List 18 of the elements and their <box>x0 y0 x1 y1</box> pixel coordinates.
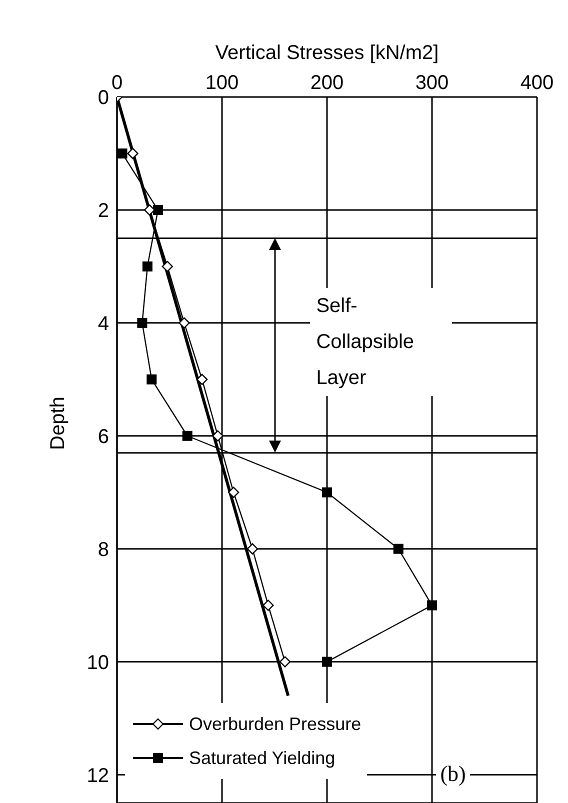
y-axis-title: Depth <box>47 396 70 450</box>
y-tick-label: 2 <box>98 200 109 222</box>
y-tick-label: 10 <box>86 652 109 674</box>
x-tick-label: 300 <box>415 72 449 94</box>
annotation: Self-Collapsible Layer <box>310 288 452 396</box>
x-tick-label: 200 <box>310 72 344 94</box>
legend-label: Overburden Pressure <box>189 714 362 734</box>
y-tick-label: 4 <box>98 313 109 336</box>
x-axis-title: Vertical Stresses [kN/m2] <box>215 42 439 64</box>
y-tick-label: 0 <box>98 87 109 110</box>
annotation: (b) <box>436 761 470 787</box>
y-tick-label: 8 <box>98 538 109 561</box>
legend-label: Saturated Yielding <box>189 748 336 768</box>
x-tick-label: 0 <box>111 72 123 94</box>
x-tick-label: 100 <box>205 72 239 94</box>
y-tick-label: 12 <box>86 764 109 787</box>
x-tick-label: 400 <box>520 72 554 94</box>
y-tick-label: 6 <box>98 426 109 448</box>
